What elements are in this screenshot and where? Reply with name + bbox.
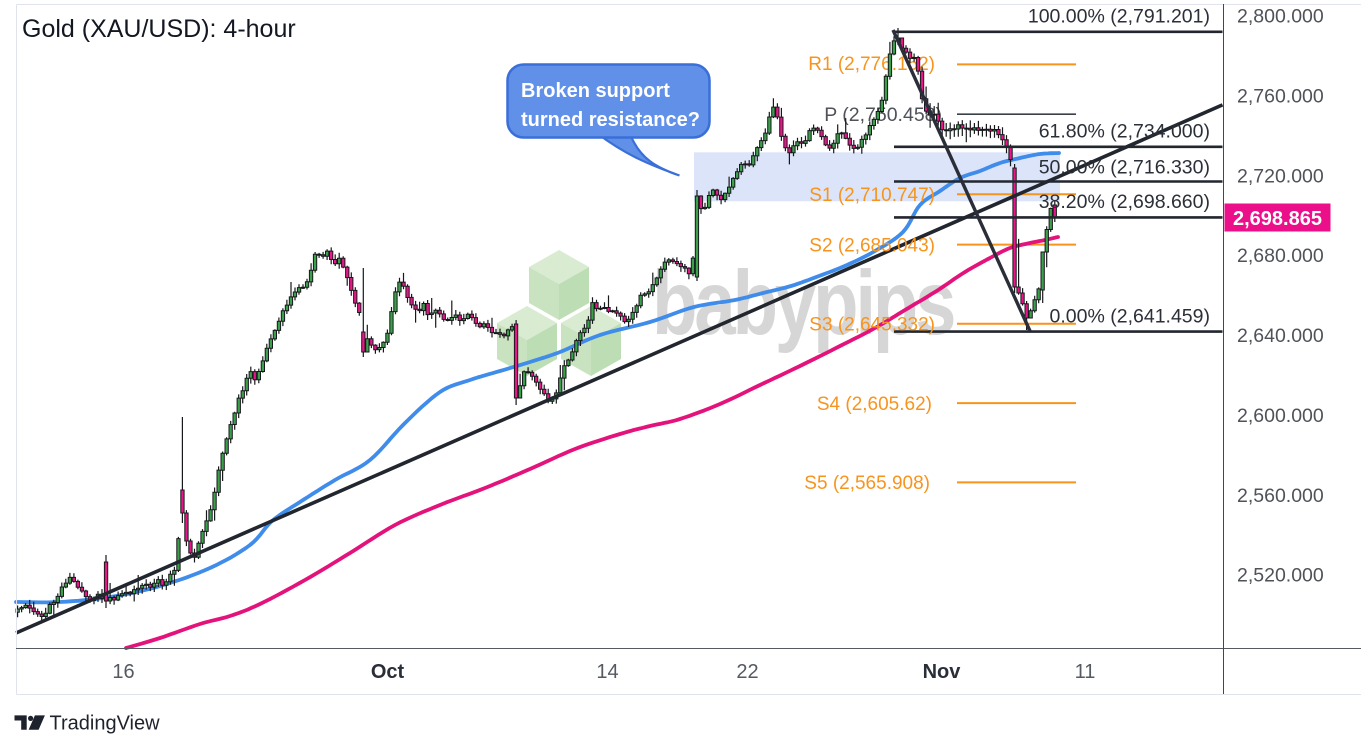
svg-text:S5 (2,565.908): S5 (2,565.908) [804, 473, 930, 494]
svg-text:Nov: Nov [923, 661, 962, 683]
svg-text:S1 (2,710.747): S1 (2,710.747) [809, 185, 935, 206]
svg-text:R1 (2,776.162): R1 (2,776.162) [808, 54, 935, 75]
svg-text:Oct: Oct [371, 661, 405, 683]
svg-text:11: 11 [1075, 661, 1096, 683]
svg-text:2,600.000: 2,600.000 [1237, 405, 1324, 427]
svg-text:2,640.000: 2,640.000 [1237, 325, 1324, 347]
svg-text:P (2,750.458): P (2,750.458) [824, 104, 942, 126]
svg-text:babypips: babypips [652, 252, 954, 354]
svg-text:22: 22 [736, 661, 758, 683]
svg-text:2,720.000: 2,720.000 [1237, 165, 1324, 187]
svg-text:2,520.000: 2,520.000 [1237, 565, 1324, 587]
svg-text:50.00% (2,716.330): 50.00% (2,716.330) [1039, 157, 1210, 179]
svg-text:turned resistance?: turned resistance? [521, 109, 700, 131]
svg-text:S2 (2,685.043): S2 (2,685.043) [809, 236, 935, 257]
svg-text:Broken support: Broken support [521, 80, 670, 102]
svg-text:16: 16 [112, 661, 134, 683]
svg-text:TradingView: TradingView [50, 713, 161, 735]
svg-text:2,560.000: 2,560.000 [1237, 485, 1324, 507]
svg-text:38.20% (2,698.660): 38.20% (2,698.660) [1039, 191, 1210, 213]
svg-text:S3 (2,645.332): S3 (2,645.332) [809, 315, 935, 336]
svg-text:2,800.000: 2,800.000 [1237, 6, 1324, 28]
svg-text:61.80% (2,734.000): 61.80% (2,734.000) [1039, 121, 1210, 143]
svg-text:2,680.000: 2,680.000 [1237, 245, 1324, 267]
svg-text:2,698.865: 2,698.865 [1233, 208, 1322, 230]
svg-text:100.00% (2,791.201): 100.00% (2,791.201) [1028, 6, 1210, 28]
svg-text:0.00% (2,641.459): 0.00% (2,641.459) [1050, 306, 1210, 328]
svg-text:Gold (XAU/USD): 4-hour: Gold (XAU/USD): 4-hour [22, 15, 296, 43]
svg-text:S4 (2,605.62): S4 (2,605.62) [817, 394, 932, 415]
svg-text:14: 14 [596, 661, 618, 683]
svg-text:2,760.000: 2,760.000 [1237, 85, 1324, 107]
